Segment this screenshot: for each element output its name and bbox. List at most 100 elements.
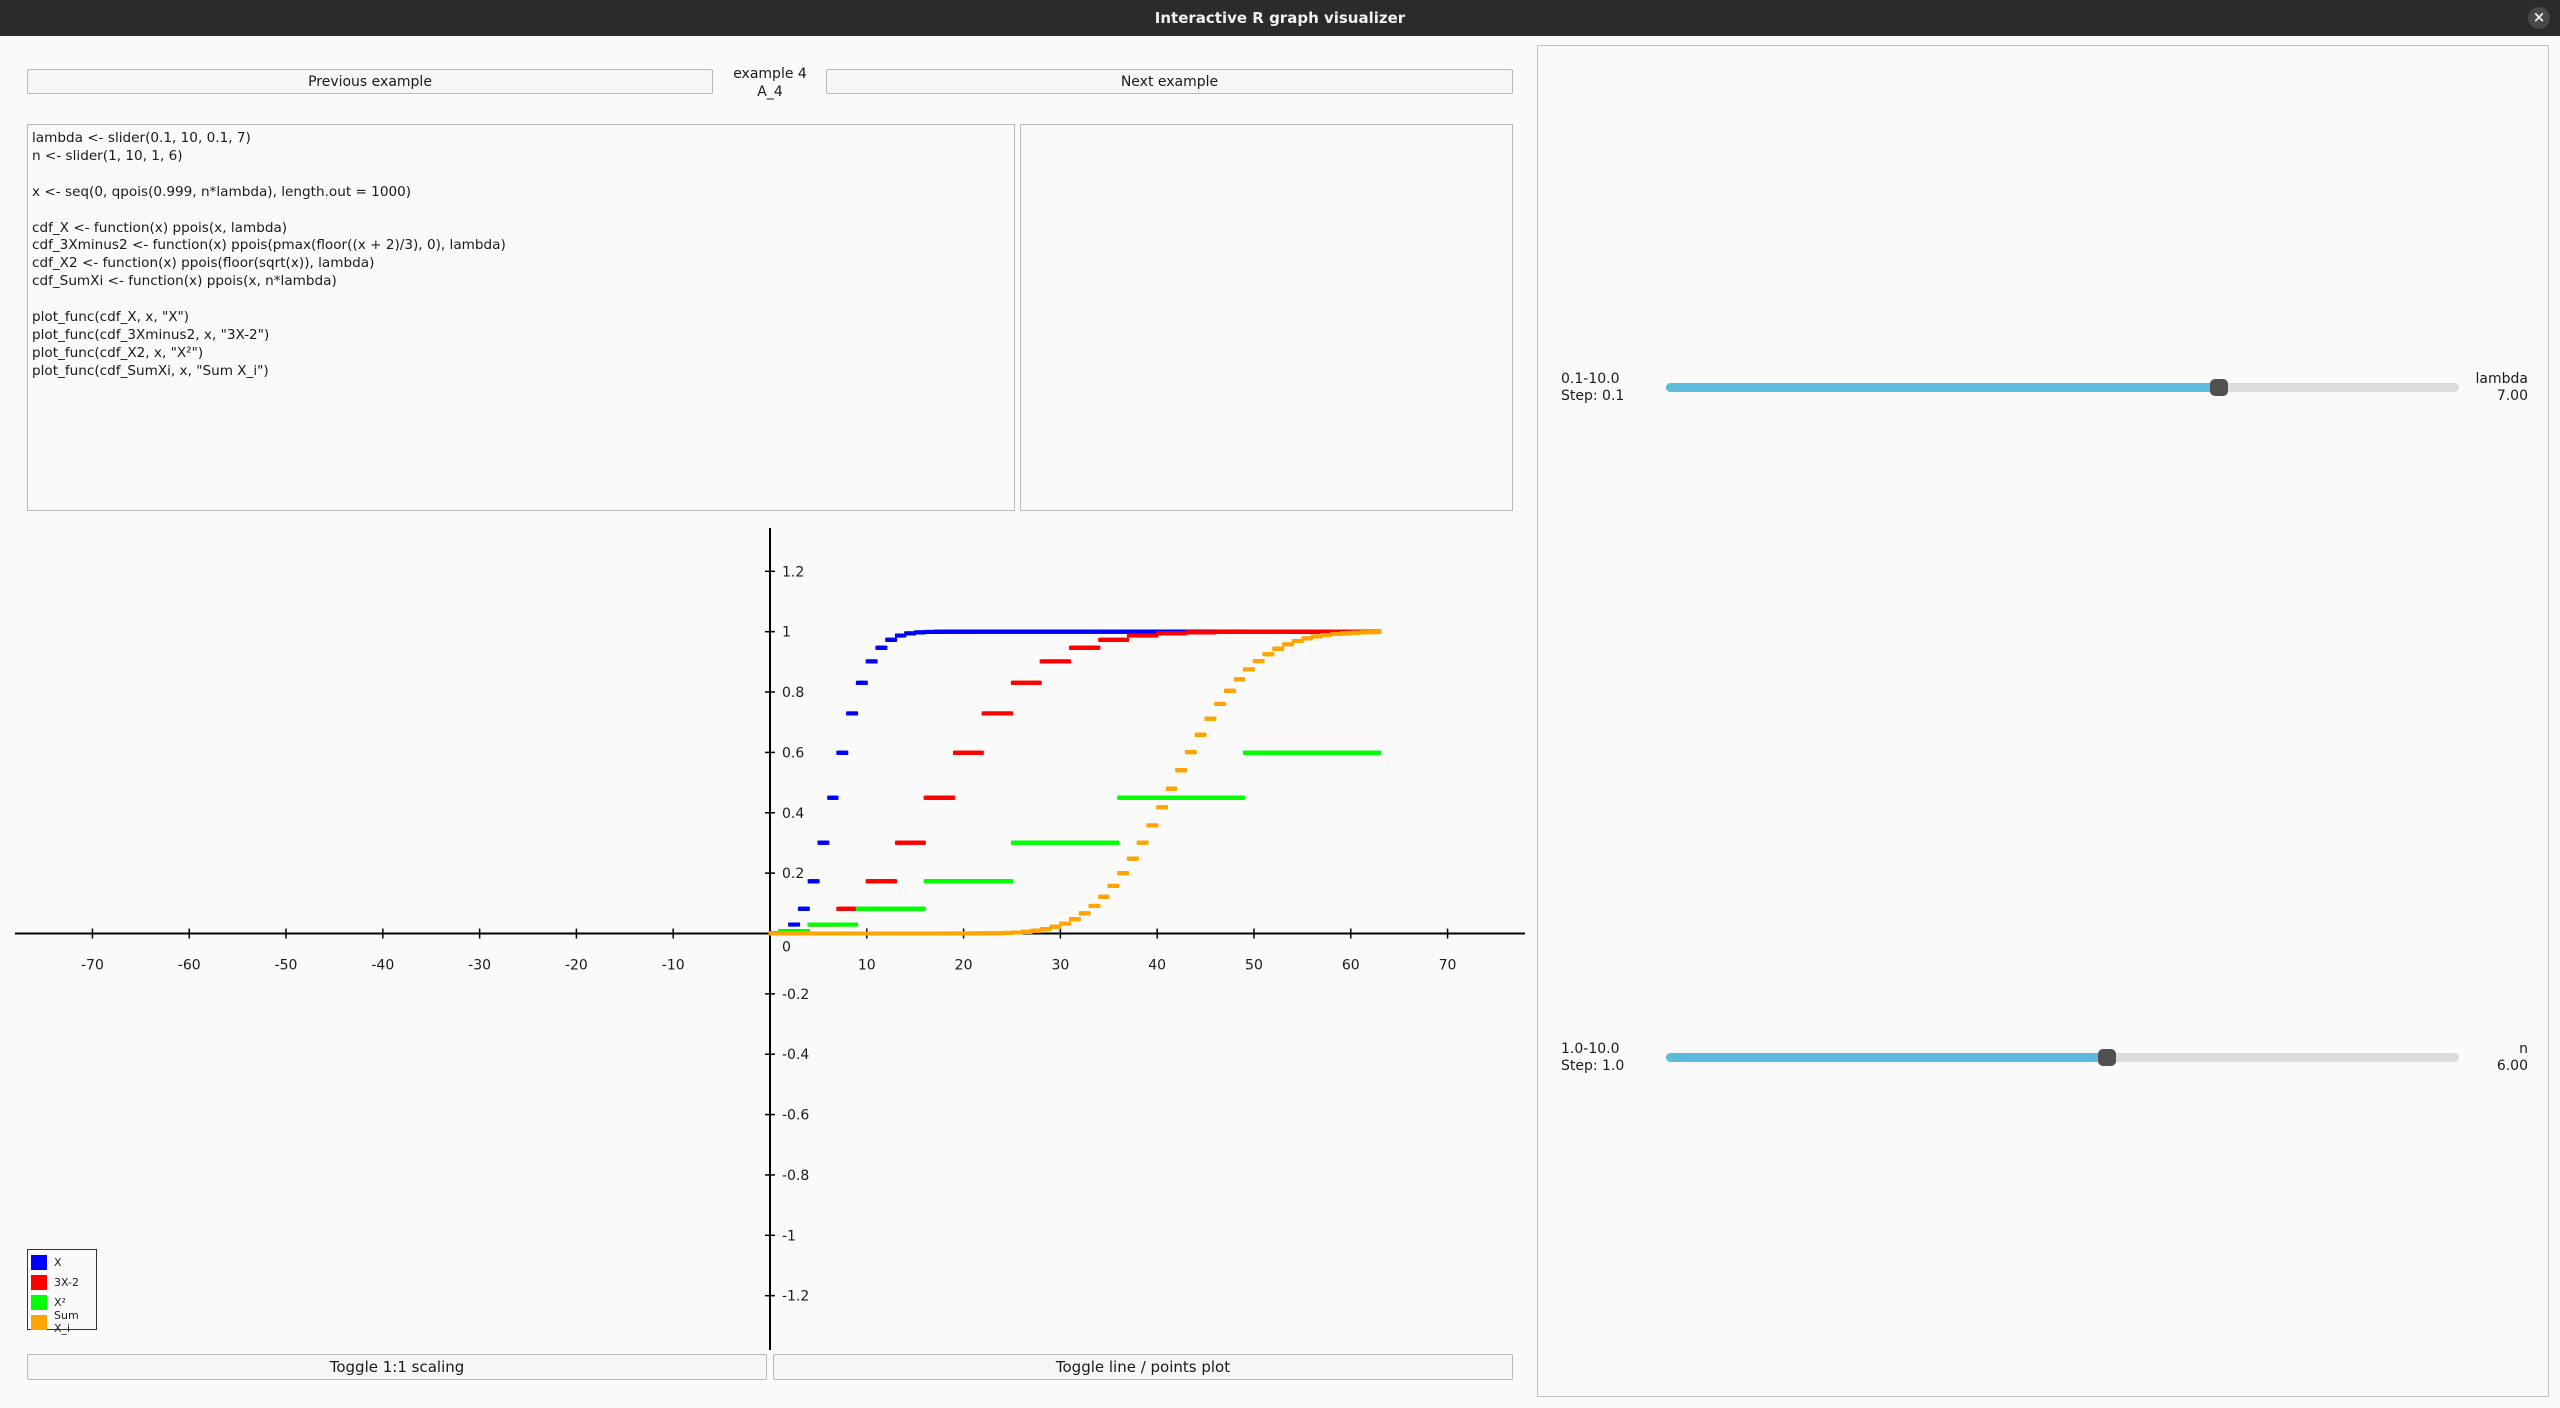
data-point	[1242, 795, 1246, 800]
slider-range-label: 0.1-10.0	[1561, 371, 1620, 387]
x-tick-label: -40	[371, 957, 394, 973]
data-point	[1145, 840, 1149, 845]
data-point	[1242, 677, 1246, 682]
data-point	[952, 795, 956, 800]
x-tick-label: -20	[565, 957, 588, 973]
x-tick-label: -10	[662, 957, 685, 973]
data-point	[894, 637, 898, 642]
y-tick-label: -1.2	[782, 1289, 809, 1305]
data-point	[1233, 688, 1236, 693]
series-1	[768, 629, 1382, 936]
n-slider-range: 1.0-10.0 Step: 1.0	[1561, 1041, 1624, 1075]
x-tick-label: 50	[1245, 957, 1263, 973]
data-point	[874, 659, 878, 664]
plot-legend: X 3X-2 X² Sum X_i	[27, 1249, 97, 1335]
legend-item: X	[31, 1252, 93, 1272]
y-tick-label: 0.2	[782, 866, 804, 882]
cdf-plot[interactable]: -70 -60 -50 -40 -30 -20 -10 10 20 30 40 50 60 70-1.2-…	[15, 520, 1525, 1350]
data-point	[894, 879, 898, 884]
series-0	[768, 629, 1382, 936]
lambda-slider-range: 0.1-10.0 Step: 0.1	[1561, 371, 1624, 405]
legend-label: X²	[54, 1295, 66, 1309]
data-point	[1165, 805, 1169, 810]
data-point	[884, 645, 888, 650]
close-icon[interactable]: ×	[2528, 7, 2550, 29]
x-tick-label: -70	[81, 957, 104, 973]
slider-value: 6.00	[2496, 1058, 2528, 1074]
lambda-slider[interactable]	[1666, 379, 2459, 396]
origin-label: 0	[782, 939, 791, 955]
legend-label: Sum X_i	[54, 1309, 79, 1335]
example-number: example 4	[733, 66, 807, 82]
slider-handle[interactable]	[2097, 1049, 2116, 1066]
data-point	[1097, 903, 1101, 908]
previous-example-button[interactable]: Previous example	[27, 69, 713, 94]
code-editor[interactable]: lambda <- slider(0.1, 10, 0.1, 7) n <- s…	[27, 124, 1015, 511]
data-point	[1291, 642, 1294, 647]
toggle-scaling-button[interactable]: Toggle 1:1 scaling	[27, 1354, 767, 1380]
example-indicator: example 4 A_4	[720, 65, 820, 101]
data-point	[1184, 768, 1188, 773]
x-tick-label: -30	[468, 957, 491, 973]
window-titlebar: Interactive R graph visualizer ×	[0, 0, 2560, 36]
legend-item: 3X-2	[31, 1272, 93, 1292]
x-tick-label: -50	[275, 957, 298, 973]
data-point	[1126, 637, 1130, 642]
y-tick-label: 1	[782, 625, 791, 641]
data-point	[1116, 883, 1120, 888]
data-point	[1078, 917, 1081, 922]
data-point	[826, 840, 830, 845]
data-point	[865, 680, 868, 685]
y-tick-label: -0.6	[782, 1108, 809, 1124]
slider-handle[interactable]	[2209, 379, 2228, 396]
y-tick-label: -0.2	[782, 987, 809, 1003]
data-point	[1068, 659, 1072, 664]
data-point	[1281, 646, 1285, 651]
next-example-button[interactable]: Next example	[826, 69, 1513, 94]
legend-swatch	[31, 1314, 47, 1330]
data-point	[981, 750, 984, 755]
data-point	[855, 922, 859, 927]
series-2	[768, 750, 1382, 936]
data-point	[1136, 856, 1139, 861]
x-tick-label: 70	[1439, 957, 1457, 973]
lambda-slider-readout: lambda 7.00	[2476, 371, 2528, 405]
legend-label: X	[54, 1255, 62, 1269]
y-tick-label: 0.4	[782, 806, 804, 822]
data-point	[835, 795, 839, 800]
data-point	[1126, 871, 1130, 876]
y-tick-label: -0.4	[782, 1047, 809, 1063]
slider-step-label: Step: 0.1	[1561, 388, 1625, 404]
legend-label: 3X-2	[54, 1275, 79, 1289]
data-point	[845, 750, 849, 755]
slider-fill	[1666, 383, 2219, 392]
data-point	[1194, 750, 1197, 755]
x-tick-label: 10	[858, 957, 876, 973]
toggle-plot-mode-button[interactable]: Toggle line / points plot	[773, 1354, 1513, 1380]
x-tick-label: 20	[955, 957, 973, 973]
data-point	[923, 906, 926, 911]
n-slider[interactable]	[1666, 1049, 2459, 1066]
slider-value: 7.00	[2496, 388, 2528, 404]
data-point	[923, 840, 926, 845]
output-console	[1020, 124, 1513, 511]
legend-item: X²	[31, 1292, 93, 1312]
x-tick-label: 60	[1342, 957, 1360, 973]
data-point	[1261, 659, 1265, 664]
data-point	[1087, 911, 1091, 916]
legend-swatch	[31, 1274, 47, 1290]
data-point	[816, 879, 820, 884]
data-point	[1058, 924, 1062, 929]
data-point	[1048, 927, 1052, 932]
y-tick-label: -0.8	[782, 1168, 809, 1184]
data-point	[1068, 921, 1072, 926]
data-point	[1106, 894, 1110, 899]
slider-range-label: 1.0-10.0	[1561, 1041, 1620, 1057]
data-point	[1010, 711, 1014, 716]
data-point	[807, 929, 810, 934]
data-point	[1223, 701, 1227, 706]
legend-swatch	[31, 1254, 47, 1270]
legend-swatch	[31, 1294, 47, 1310]
data-point	[1155, 633, 1159, 638]
data-point	[1116, 840, 1120, 845]
